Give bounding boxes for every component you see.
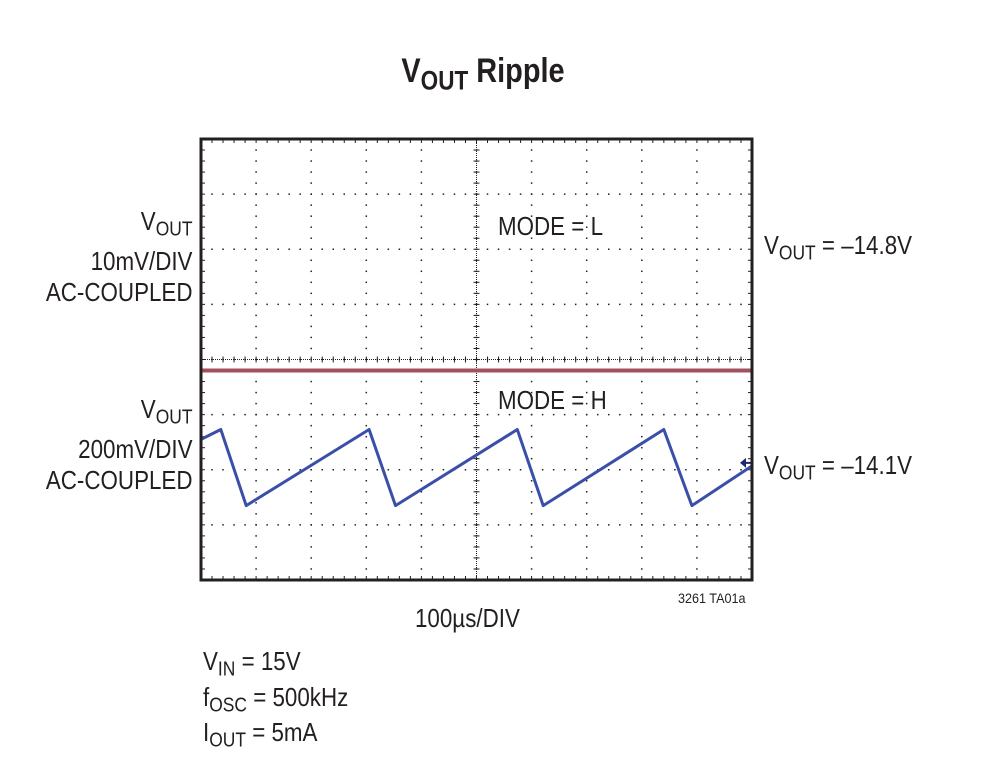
vout-level-bottom: VOUT = –14.1V	[764, 450, 913, 485]
condition-vin: VIN = 15V	[203, 646, 301, 681]
plot-frame	[199, 137, 754, 582]
conditions: VIN = 15V fOSC = 500kHz IOUT = 5mA	[203, 646, 348, 757]
chart-title: VOUT Ripple	[401, 52, 565, 96]
mode-l-label: MODE = L	[498, 211, 604, 241]
figure-id: 3261 TA01a	[678, 590, 746, 606]
ground-reference-marker-icon	[740, 457, 752, 468]
bottom-channel-label: VOUT 200mV/DIV AC-COUPLED	[45, 394, 192, 495]
mode-h-label: MODE = H	[498, 385, 607, 415]
grid	[200, 138, 753, 581]
timebase-label: 100µs/DIV	[415, 603, 520, 633]
trace-mode-h	[200, 428, 753, 508]
condition-fosc: fOSC = 500kHz	[203, 681, 349, 717]
top-channel-label: VOUT 10mV/DIV AC-COUPLED	[45, 206, 192, 307]
condition-iout: IOUT = 5mA	[203, 717, 318, 753]
vout-level-top: VOUT = –14.8V	[764, 230, 913, 265]
